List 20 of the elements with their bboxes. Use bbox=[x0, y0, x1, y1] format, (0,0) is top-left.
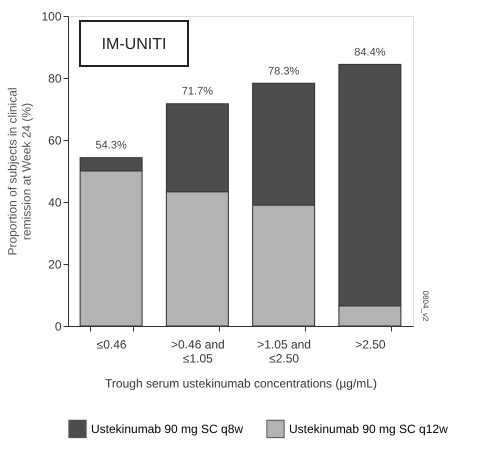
x-tick-label: >1.05 and ≤2.50 bbox=[257, 338, 311, 366]
y-tick-label: 0 bbox=[54, 320, 62, 334]
y-tick-label: 80 bbox=[48, 72, 62, 86]
x-tick-label: >0.46 and ≤1.05 bbox=[171, 338, 225, 366]
legend-label: Ustekinumab 90 mg SC q8w bbox=[91, 422, 244, 436]
y-tick-label: 40 bbox=[48, 196, 62, 210]
legend-label: Ustekinumab 90 mg SC q12w bbox=[289, 422, 448, 436]
x-axis-title: Trough serum ustekinumab concentrations (µg/mL) bbox=[105, 376, 377, 390]
total-label: 71.7% bbox=[182, 86, 214, 98]
total-label: 84.4% bbox=[354, 46, 386, 58]
y-axis-title: Proportion of subjects in clinical remission at Week 24 (%) bbox=[5, 87, 34, 256]
x-tick-label: ≤0.46 bbox=[96, 338, 127, 352]
total-label: 54.3% bbox=[96, 140, 127, 152]
annotation: IM-UNITI bbox=[102, 36, 166, 53]
x-tick-label: >2.50 bbox=[355, 338, 386, 352]
y-tick-label: 20 bbox=[48, 258, 62, 272]
y-tick-label: 60 bbox=[48, 134, 62, 148]
text: 0804_v2 bbox=[421, 290, 430, 322]
y-tick-label: 100 bbox=[41, 10, 62, 24]
total-label: 78.3% bbox=[268, 65, 300, 78]
